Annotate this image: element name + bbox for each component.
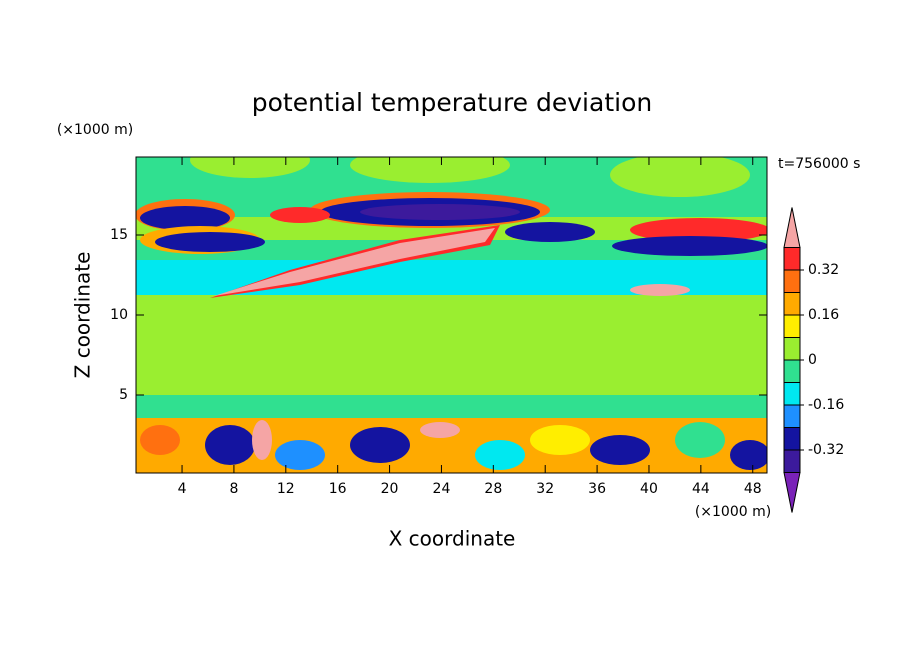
colorbar-band xyxy=(783,292,801,316)
colorbar-band xyxy=(783,314,801,338)
annotation: t=756000 s xyxy=(778,156,860,172)
y-unit: (×1000 m) xyxy=(57,122,133,138)
colorbar-tick-label: -0.32 xyxy=(808,442,844,458)
x-unit: (×1000 m) xyxy=(695,504,771,520)
colorbar-tick-label: 0.16 xyxy=(808,307,839,323)
x-tick-label: 36 xyxy=(588,481,606,497)
x-tick-label: 24 xyxy=(433,481,451,497)
colorbar-band xyxy=(783,337,801,361)
x-tick-label: 8 xyxy=(229,481,238,497)
colorbar-band xyxy=(783,427,801,451)
y-tick-label: 15 xyxy=(110,227,128,243)
x-tick-label: 12 xyxy=(277,481,295,497)
y-tick-label: 10 xyxy=(110,307,128,323)
contour-field xyxy=(136,157,767,473)
x-tick-label: 28 xyxy=(484,481,502,497)
x-tick-label: 4 xyxy=(178,481,187,497)
x-axis-label: X coordinate xyxy=(389,527,516,551)
colorbar-band xyxy=(783,269,801,293)
colorbar-tick-label: 0.32 xyxy=(808,262,839,278)
y-axis-label: Z coordinate xyxy=(71,252,95,379)
colorbar-band xyxy=(783,359,801,383)
x-tick-label: 44 xyxy=(692,481,710,497)
colorbar-tick-label: 0 xyxy=(808,352,817,368)
chart-title: potential temperature deviation xyxy=(252,88,652,117)
colorbar-tick-label: -0.16 xyxy=(808,397,844,413)
y-tick-label: 5 xyxy=(119,387,128,403)
colorbar-extend xyxy=(783,472,801,513)
colorbar-band xyxy=(783,247,801,271)
colorbar-band xyxy=(783,382,801,406)
colorbar-band xyxy=(783,449,801,473)
colorbar-extend xyxy=(783,207,801,248)
x-tick-label: 48 xyxy=(744,481,762,497)
x-tick-label: 32 xyxy=(536,481,554,497)
x-tick-label: 40 xyxy=(640,481,658,497)
colorbar-band xyxy=(783,404,801,428)
x-tick-label: 20 xyxy=(381,481,399,497)
x-tick-label: 16 xyxy=(329,481,347,497)
